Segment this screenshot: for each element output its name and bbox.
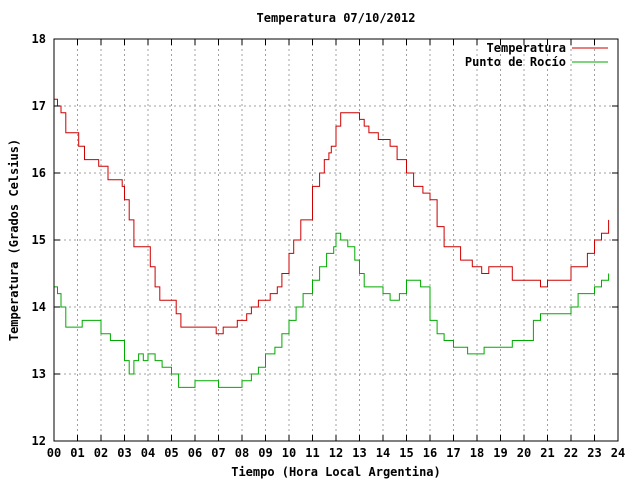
series-layer: [54, 98, 610, 388]
x-tick-label: 01: [70, 446, 84, 460]
legend-label-punto-de-rocio: Punto de Rocío: [465, 55, 566, 69]
series-line-1: [54, 232, 610, 388]
x-tick-label: 24: [611, 446, 625, 460]
legend-label-temperatura: Temperatura: [487, 41, 566, 55]
y-tick-label: 17: [32, 99, 46, 113]
chart-title: Temperatura 07/10/2012: [257, 11, 416, 25]
ticks: 00 01 02 03 04 05 06 07 08 09 10 11 12 13 14 15 16 17 18 19…: [32, 32, 626, 460]
x-tick-label: 23: [587, 446, 601, 460]
y-tick-label: 18: [32, 32, 46, 46]
x-tick-label: 18: [470, 446, 484, 460]
x-tick-label: 00: [47, 446, 61, 460]
y-tick-label: 13: [32, 367, 46, 381]
x-tick-label: 16: [423, 446, 437, 460]
x-tick-label: 02: [94, 446, 108, 460]
x-tick-label: 08: [235, 446, 249, 460]
x-tick-label: 10: [282, 446, 296, 460]
x-tick-label: 22: [564, 446, 578, 460]
x-tick-label: 14: [376, 446, 390, 460]
y-tick-label: 15: [32, 233, 46, 247]
x-tick-label: 06: [188, 446, 202, 460]
x-tick-label: 20: [517, 446, 531, 460]
x-tick-label: 13: [352, 446, 366, 460]
x-tick-label: 09: [258, 446, 272, 460]
x-tick-label: 17: [446, 446, 460, 460]
y-tick-label: 12: [32, 434, 46, 448]
series-line-0: [54, 98, 610, 335]
y-axis-label: Temperatura (Grados Celsius): [7, 139, 21, 341]
x-tick-label: 04: [141, 446, 155, 460]
x-tick-label: 05: [164, 446, 178, 460]
x-axis-label: Tiempo (Hora Local Argentina): [231, 465, 441, 479]
x-tick-label: 03: [117, 446, 131, 460]
x-tick-label: 11: [305, 446, 319, 460]
grid: [54, 39, 618, 441]
x-tick-label: 07: [211, 446, 225, 460]
y-tick-label: 14: [32, 300, 46, 314]
y-tick-label: 16: [32, 166, 46, 180]
x-tick-label: 19: [493, 446, 507, 460]
x-tick-label: 15: [399, 446, 413, 460]
x-tick-label: 12: [329, 446, 343, 460]
legend: Temperatura Punto de Rocío: [465, 41, 608, 69]
x-tick-label: 21: [540, 446, 554, 460]
